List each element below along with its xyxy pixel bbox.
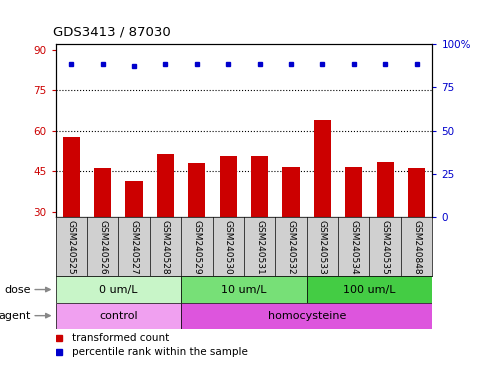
Text: GSM240525: GSM240525 (67, 220, 76, 275)
Bar (377, 162, 394, 217)
Text: 0 um/L: 0 um/L (99, 285, 138, 295)
Text: GSM240534: GSM240534 (349, 220, 358, 275)
Text: GSM240531: GSM240531 (255, 220, 264, 275)
Text: GSM240528: GSM240528 (161, 220, 170, 275)
Bar (188, 163, 205, 217)
Text: GSM240533: GSM240533 (318, 220, 327, 275)
Bar (63, 137, 80, 217)
Text: agent: agent (0, 311, 30, 321)
Text: control: control (99, 311, 138, 321)
Bar (251, 156, 268, 217)
Text: dose: dose (4, 285, 30, 295)
Text: homocysteine: homocysteine (268, 311, 346, 321)
Bar (181, 303, 432, 329)
Bar (56, 303, 181, 329)
Bar (157, 154, 174, 217)
Bar (283, 167, 299, 217)
Bar (314, 120, 331, 217)
Text: GSM240530: GSM240530 (224, 220, 233, 275)
Text: GSM240529: GSM240529 (192, 220, 201, 275)
Text: GSM240848: GSM240848 (412, 220, 421, 275)
Text: GSM240532: GSM240532 (286, 220, 296, 275)
Bar (94, 168, 111, 217)
Text: GSM240535: GSM240535 (381, 220, 390, 275)
Bar (181, 276, 307, 303)
Bar (220, 156, 237, 217)
Text: GSM240527: GSM240527 (129, 220, 139, 275)
Text: GDS3413 / 87030: GDS3413 / 87030 (53, 25, 171, 38)
Text: percentile rank within the sample: percentile rank within the sample (72, 347, 248, 357)
Bar (345, 167, 362, 217)
Text: transformed count: transformed count (72, 333, 170, 343)
Text: 100 um/L: 100 um/L (343, 285, 396, 295)
Bar (307, 276, 432, 303)
Bar (408, 168, 425, 217)
Bar (56, 276, 181, 303)
Bar (126, 180, 142, 217)
Text: GSM240526: GSM240526 (98, 220, 107, 275)
Text: 10 um/L: 10 um/L (221, 285, 267, 295)
